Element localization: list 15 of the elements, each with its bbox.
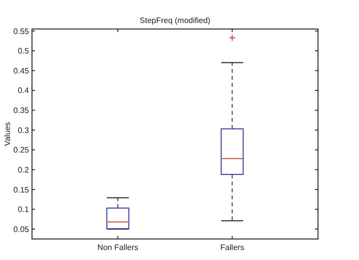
y-axis-title: Values bbox=[3, 122, 12, 146]
y-tick-label: 0.4 bbox=[18, 86, 30, 96]
y-tick-label: 0.5 bbox=[18, 46, 30, 56]
y-tick-label: 0.45 bbox=[13, 66, 30, 76]
y-tick-label: 0.15 bbox=[13, 185, 30, 194]
x-tick-label: Fallers bbox=[220, 243, 244, 252]
y-tick-label: 0.2 bbox=[18, 165, 30, 174]
chart-title: StepFreq (modified) bbox=[140, 16, 211, 25]
y-tick-label: 0.25 bbox=[13, 146, 30, 155]
x-tick-label: Non Fallers bbox=[97, 243, 138, 252]
y-tick-label: 0.1 bbox=[18, 205, 30, 214]
y-tick-label: 0.55 bbox=[13, 26, 30, 36]
y-tick-label: 0.35 bbox=[13, 106, 30, 116]
y-tick-label: 0.05 bbox=[13, 224, 30, 234]
y-tick-label: 0.3 bbox=[18, 126, 30, 135]
